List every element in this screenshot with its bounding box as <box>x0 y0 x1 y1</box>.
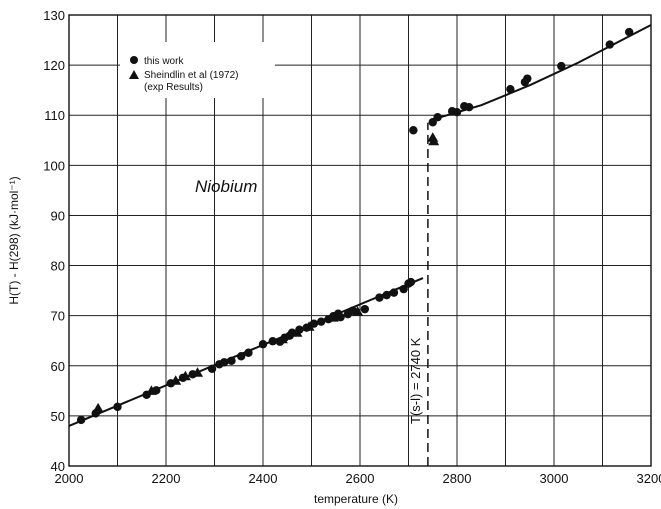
y-tick-label: 100 <box>43 158 65 173</box>
x-tick-label: 2400 <box>249 471 278 486</box>
data-point-circle <box>375 293 384 302</box>
data-point-circle <box>220 358 229 367</box>
y-tick-label: 90 <box>51 208 65 223</box>
y-tick-label: 130 <box>43 8 65 23</box>
data-point-triangle <box>428 135 440 146</box>
x-tick-label: 2600 <box>346 471 375 486</box>
data-point-triangle <box>92 402 104 413</box>
data-point-circle <box>360 304 370 314</box>
data-point-circle <box>399 284 408 294</box>
legend: this work Sheindlin et al (1972) (exp Res… <box>120 42 275 98</box>
data-point-triangle <box>276 333 288 344</box>
x-tick-label: 3200 <box>637 471 661 486</box>
element-label: Niobium <box>195 177 257 196</box>
x-tick-label: 2800 <box>443 471 472 486</box>
data-point-triangle <box>170 375 182 385</box>
data-point-circle <box>452 108 462 117</box>
x-tick-label: 2000 <box>55 471 84 486</box>
plot-frame <box>68 14 652 467</box>
data-point-circle <box>605 40 614 49</box>
x-axis-title: temperature (K) <box>314 492 398 506</box>
data-point-triangle <box>327 312 339 322</box>
y-tick-label: 50 <box>51 409 65 424</box>
data-point-circle <box>236 352 246 361</box>
legend-label-this-work: this work <box>144 56 184 67</box>
y-axis-title: H(T) - H(298) (kJ·mol⁻¹) <box>7 176 21 304</box>
x-tick-label: 3000 <box>540 471 569 486</box>
data-point-circle <box>406 277 416 287</box>
data-point-circle <box>382 290 391 300</box>
legend-label-sheindlin: Sheindlin et al (1972) (exp Results) <box>144 70 239 93</box>
data-point-circle <box>523 74 532 83</box>
data-point-triangle <box>303 321 315 331</box>
data-point-circle <box>624 27 634 37</box>
data-point-circle <box>389 288 399 297</box>
data-point-circle <box>207 364 217 373</box>
axes: 2000 2200 2400 2600 2800 3000 3200 40 50 60 70 80 90… <box>43 8 661 486</box>
y-tick-label: 40 <box>51 459 65 474</box>
fit-line-liquid <box>430 24 652 122</box>
data-point-circle <box>464 103 474 112</box>
data-point-triangle <box>192 367 204 377</box>
data-point-circle <box>336 312 345 322</box>
x-tick-label: 2200 <box>152 471 181 486</box>
data-point-circle <box>244 348 253 357</box>
data-point-circle <box>309 319 319 328</box>
data-point-triangle <box>352 306 364 316</box>
y-tick-label: 60 <box>51 359 65 374</box>
legend-marker-sheindlin <box>129 70 139 79</box>
data-point-circle <box>317 317 326 326</box>
data-point-circle <box>506 84 515 94</box>
annotations: Niobium T(s-l) = 2740 K temperature (K) … <box>7 176 423 506</box>
data-point-circle <box>433 113 442 122</box>
y-tick-label: 70 <box>51 309 65 324</box>
legend-marker-this-work <box>130 56 138 64</box>
y-tick-label: 120 <box>43 58 65 73</box>
data-point-circle <box>409 126 418 135</box>
transition-label: T(s-l) = 2740 K <box>408 337 423 424</box>
data-point-triangle <box>291 327 303 337</box>
data-point-circle <box>76 415 86 425</box>
y-tick-label: 110 <box>44 108 65 123</box>
data-point-circle <box>258 340 268 349</box>
data-point-circle <box>557 61 566 71</box>
data-point-circle <box>113 402 122 412</box>
legend-box <box>120 42 275 98</box>
data-point-triangle <box>179 370 191 381</box>
y-tick-label: 80 <box>51 259 65 274</box>
data-points <box>76 27 634 425</box>
data-point-circle <box>268 337 277 346</box>
data-point-triangle <box>145 385 157 395</box>
data-point-circle <box>227 356 236 365</box>
